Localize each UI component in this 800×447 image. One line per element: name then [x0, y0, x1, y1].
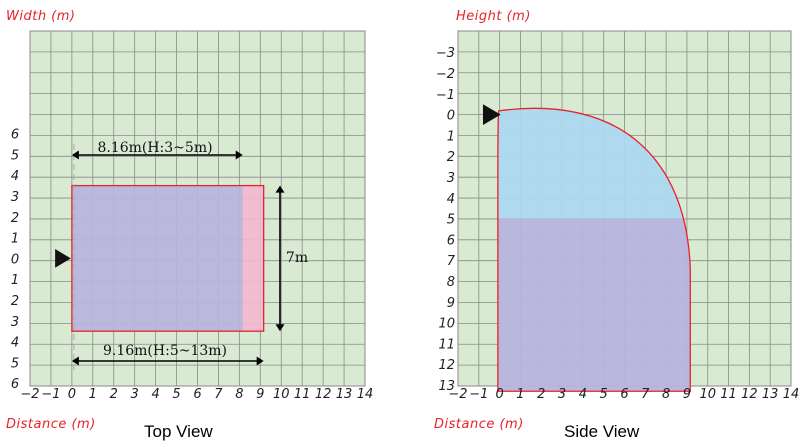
side-view-y-tick: 12: [438, 358, 455, 373]
side-view-y-tick: 0: [447, 109, 455, 124]
top-view-y-tick: 3: [11, 315, 19, 330]
side-view-x-tick: 2: [537, 387, 545, 402]
arrow-head-inner-start: [71, 150, 79, 160]
side-view-y-tick: 6: [447, 233, 455, 248]
side-view-y-tick: 2: [447, 150, 455, 165]
arrow-head-inner-end: [235, 150, 243, 160]
label-outer-range: 9.16m(H:5~13m): [103, 343, 227, 359]
top-view-y-axis-label: Width (m): [6, 9, 76, 24]
side-view-x-tick: 4: [579, 387, 587, 402]
side-view-y-axis-label: Height (m): [456, 9, 531, 24]
side-view-y-tick: 4: [447, 192, 455, 207]
top-view-x-tick: 13: [336, 387, 353, 402]
side-view-x-tick: 13: [762, 387, 779, 402]
side-view-x-axis-label: Distance (m): [434, 417, 524, 432]
top-view-y-ticks: 6 5 4 3 2 1 0 1 2 3 4 5 6: [11, 128, 19, 393]
top-view-x-tick: 7: [214, 387, 223, 402]
side-view-x-tick: 1: [516, 387, 524, 402]
zone-inner-fill: [71, 185, 243, 332]
top-view-x-tick: 14: [357, 387, 374, 402]
top-view-x-tick: 8: [235, 387, 243, 402]
side-view-caption: Side View: [564, 422, 640, 441]
top-view-panel: Width (m) −2 −1 0 1 2 3 4 5 6 7 8 9 10 11 12 13 14 65432…: [6, 9, 373, 441]
top-view-y-tick: 3: [11, 190, 19, 205]
side-view-y-tick: −1: [436, 88, 455, 103]
top-view-x-tick: 9: [256, 387, 264, 402]
top-view-x-ticks: −2 −1 0 1 2 3 4 5 6 7 8 9 10 11 12 13 14: [20, 387, 373, 402]
top-view-y-tick: 6: [11, 377, 19, 392]
side-view-x-tick: −1: [469, 387, 488, 402]
top-view-x-tick: −1: [41, 387, 60, 402]
side-view-x-tick: 10: [699, 387, 716, 402]
side-view-x-tick: 0: [495, 387, 503, 402]
side-view-x-tick: 8: [662, 387, 670, 402]
top-view-x-tick: 10: [273, 387, 290, 402]
side-view-x-tick: 12: [741, 387, 758, 402]
side-view-y-tick: −2: [436, 67, 455, 82]
top-view-x-axis-label: Distance (m): [6, 417, 96, 432]
zone-outline: [71, 184, 265, 332]
side-view-y-tick: 1: [447, 129, 455, 144]
top-view-x-tick: 4: [151, 387, 159, 402]
top-view-y-tick: 1: [11, 273, 19, 288]
arrow-head-outer-end: [256, 356, 264, 366]
top-view-x-tick: 12: [315, 387, 332, 402]
top-view-y-tick: 6: [11, 128, 19, 143]
side-view-y-tick: 11: [438, 337, 455, 352]
side-view-sensor-marker: [482, 104, 501, 125]
side-view-y-tick: 8: [447, 275, 455, 290]
top-view-caption: Top View: [144, 422, 213, 441]
top-view-zones: [55, 144, 265, 373]
side-view-x-tick: 11: [720, 387, 737, 402]
top-view-y-tick: 2: [11, 211, 19, 226]
top-view-y-tick: 5: [11, 356, 19, 371]
side-view-y-tick: 5: [447, 213, 455, 228]
zone-purple-fill: [497, 218, 691, 392]
side-view-y-tick: 3: [447, 171, 455, 186]
side-view-y-tick: 7: [447, 254, 456, 269]
zone-outer-fill: [242, 185, 264, 332]
top-view-x-tick: 1: [89, 387, 97, 402]
side-view-panel: Height (m) −2 −1 0 1 2 3 4 5 6 7 8 9 10 11 12 13 14 −3−2…: [434, 9, 799, 441]
top-view-y-tick: 5: [11, 148, 19, 163]
side-view-y-tick: −3: [436, 46, 455, 61]
side-view-x-tick: −2: [448, 387, 467, 402]
side-view-x-tick: 7: [641, 387, 650, 402]
side-view-zone-outline: [497, 107, 691, 392]
label-inner-range: 8.16m(H:3~5m): [97, 140, 212, 156]
top-view-x-tick: 5: [172, 387, 180, 402]
arrow-head-width-top: [275, 185, 285, 193]
top-view-x-tick: −2: [20, 387, 39, 402]
label-width: 7m: [286, 250, 308, 266]
side-view-x-tick: 5: [600, 387, 608, 402]
side-view-x-tick: 3: [558, 387, 566, 402]
top-view-y-tick: 1: [11, 232, 19, 247]
top-view-y-tick: 4: [11, 336, 19, 351]
top-view-y-tick: 0: [11, 252, 19, 267]
top-view-x-tick: 0: [68, 387, 76, 402]
side-view-x-ticks: −2 −1 0 1 2 3 4 5 6 7 8 9 10 11 12 13 14: [448, 387, 799, 402]
side-view-y-tick: 9: [447, 296, 455, 311]
top-view-y-tick: 2: [11, 294, 19, 309]
side-view-x-tick: 6: [620, 387, 628, 402]
top-view-annotations: 8.16m(H:3~5m) 9.16m(H:5~13m) 7m: [71, 140, 308, 366]
top-view-x-tick: 11: [294, 387, 311, 402]
side-view-x-tick: 14: [783, 387, 800, 402]
top-view-x-tick: 6: [193, 387, 201, 402]
arrow-head-width-bottom: [275, 324, 285, 332]
arrow-head-outer-start: [71, 356, 79, 366]
side-view-x-tick: 9: [683, 387, 691, 402]
top-view-x-tick: 2: [110, 387, 118, 402]
sensor-marker: [55, 249, 71, 268]
side-view-y-tick: 10: [438, 317, 455, 332]
side-view-y-tick: 13: [438, 379, 455, 394]
top-view-x-tick: 3: [131, 387, 139, 402]
top-view-y-tick: 4: [11, 169, 19, 184]
